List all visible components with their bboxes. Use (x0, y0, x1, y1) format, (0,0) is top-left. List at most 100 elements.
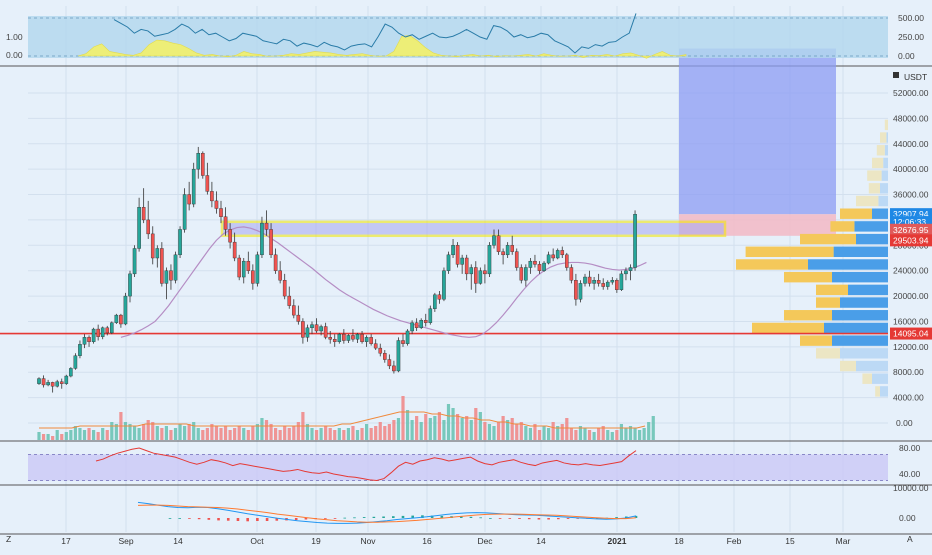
candle-body (264, 222, 269, 230)
volume-profile-down (872, 157, 884, 169)
volume-bar (651, 416, 655, 440)
volume-bar (187, 424, 191, 440)
candle-body (560, 250, 565, 256)
candle-body (109, 322, 114, 334)
candle-body (282, 280, 287, 297)
volume-bar (192, 422, 196, 440)
candle-body (310, 324, 314, 329)
candle-body (228, 229, 232, 243)
candle-body (255, 254, 260, 284)
macd-histogram-bar (391, 516, 395, 518)
volume-profile-up (824, 322, 888, 334)
candle-body (173, 254, 178, 281)
candle-body (587, 276, 592, 284)
candle-body (519, 267, 524, 281)
candle-body (469, 267, 474, 275)
candle-body (214, 200, 219, 209)
candle-body (373, 343, 378, 349)
candle-body (41, 378, 46, 386)
volume-bar (378, 422, 382, 440)
volume-bar (205, 428, 209, 440)
macd-histogram-bar (188, 518, 191, 519)
candle-body (200, 153, 205, 176)
macd-histogram-bar (226, 518, 230, 521)
macd-histogram-bar (440, 515, 444, 518)
volume-bar (96, 432, 100, 440)
candle-body (278, 270, 282, 281)
candle-body (305, 327, 310, 338)
x-tick-label: Dec (477, 536, 493, 546)
x-tick-label: 17 (61, 536, 71, 546)
volume-bar (51, 436, 55, 440)
candle-body (260, 222, 264, 256)
candle-body (369, 337, 373, 344)
volume-bar (264, 420, 269, 440)
volume-bar (310, 428, 314, 440)
volume-bar (365, 424, 369, 440)
macd-histogram-bar (615, 517, 618, 518)
price-tag (890, 234, 932, 247)
candle-body (141, 207, 146, 221)
x-tick-label: Feb (727, 536, 742, 546)
candle-body (410, 322, 414, 332)
candle-body (205, 175, 210, 192)
candle-body (150, 233, 155, 259)
volume-bar (196, 428, 200, 440)
volume-bar (92, 430, 96, 440)
volume-bar (478, 412, 482, 440)
volume-profile-up (881, 170, 888, 181)
candle-body (301, 321, 305, 338)
volume-profile-up (884, 145, 888, 156)
y-tick-label: 0.00 (896, 418, 913, 428)
y-tick-label: 48000.00 (893, 113, 929, 123)
candle-body (546, 254, 551, 264)
target-zone[interactable] (679, 48, 836, 215)
x-tick-label: Oct (250, 536, 264, 546)
volume-bar (578, 426, 583, 440)
candle-body (624, 270, 628, 275)
candle-body (187, 194, 191, 205)
volume-bar (487, 424, 492, 440)
candle-body (551, 254, 555, 259)
resistance-band[interactable] (220, 220, 727, 238)
candle-body (292, 305, 296, 316)
volume-profile-down (745, 246, 834, 257)
macd-histogram-bar (382, 516, 385, 518)
volume-bar (269, 424, 273, 440)
candle-body (460, 257, 464, 265)
volume-bar (233, 428, 237, 440)
candle-body (355, 333, 360, 340)
macd-line (137, 501, 637, 524)
volume-profile-down (880, 132, 887, 143)
x-tick-label: 15 (785, 536, 795, 546)
volume-profile-up (872, 373, 888, 384)
volume-bar (183, 426, 187, 440)
candle-body (478, 270, 483, 284)
volume-bar (405, 410, 410, 440)
candle-body (387, 359, 392, 367)
candle-body (342, 333, 346, 341)
candle-body (451, 245, 455, 256)
volume-bar (533, 424, 537, 440)
volume-profile-up (848, 284, 888, 296)
volume-profile-up (832, 271, 888, 283)
macd-histogram-bar (353, 517, 356, 519)
candle-body (78, 344, 82, 356)
candle-body (464, 257, 469, 275)
volume-bar (647, 422, 651, 440)
candle-body (492, 235, 496, 246)
top-y-tick-label: 0.00 (898, 51, 915, 61)
candle-body (137, 207, 141, 249)
volume-bar (201, 430, 205, 440)
rsi-band (28, 454, 888, 481)
candle-body (496, 235, 501, 252)
macd-histogram-bar (527, 518, 531, 520)
volume-bar (146, 420, 150, 440)
candle-body (505, 245, 510, 256)
price-tag-label: 32676.95 (893, 225, 929, 235)
volume-bar (442, 420, 446, 440)
macd-histogram-bar (324, 518, 327, 519)
candle-body (269, 229, 273, 256)
